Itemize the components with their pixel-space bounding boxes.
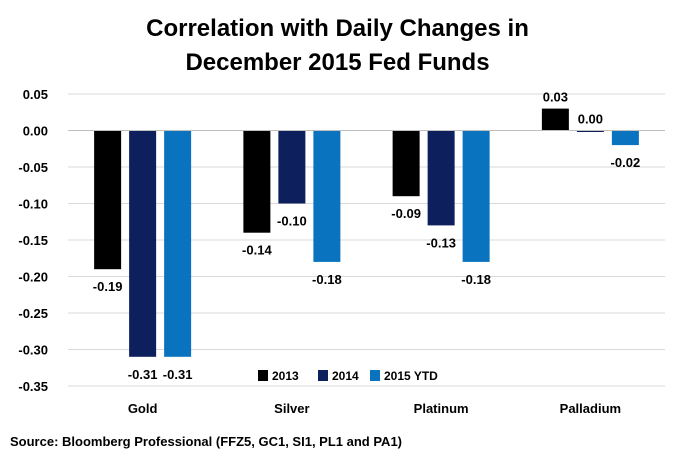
bar [611, 130, 639, 146]
chart-title-line-2: December 2015 Fed Funds [185, 49, 490, 76]
y-tick-label: -0.25 [18, 306, 48, 321]
y-tick-label: 0.00 [23, 124, 48, 139]
legend-label: 2015 YTD [384, 369, 438, 383]
bar [576, 130, 604, 132]
y-tick-label: 0.05 [23, 87, 48, 102]
bar [278, 130, 306, 204]
y-tick-label: -0.30 [18, 343, 48, 358]
x-tick-label: Silver [274, 401, 309, 416]
data-label: -0.13 [426, 235, 456, 250]
y-tick-label: -0.15 [18, 233, 48, 248]
bar-chart: 0.05 0.00 -0.05 -0.10 -0.15 -0.20 -0.25 -0.30 -0… [18, 87, 665, 416]
data-label: -0.18 [461, 272, 491, 287]
chart-title: Correlation with Daily Changes in Decemb… [0, 12, 675, 80]
source-note: Source: Bloomberg Professional (FFZ5, GC… [10, 434, 402, 449]
data-label: 0.00 [578, 112, 603, 127]
bar [462, 130, 490, 262]
bar [243, 130, 271, 233]
bar [541, 108, 569, 131]
legend-label: 2014 [332, 369, 359, 383]
bar [129, 130, 157, 357]
chart-title-line-1: Correlation with Daily Changes in [146, 15, 529, 42]
bar [164, 130, 192, 357]
data-label: -0.18 [312, 272, 342, 287]
data-label: -0.19 [93, 279, 123, 294]
bar [313, 130, 341, 262]
legend-swatch [258, 370, 268, 381]
y-tick-label: -0.05 [18, 160, 48, 175]
legend-swatch [370, 370, 380, 381]
data-label: -0.14 [242, 243, 272, 258]
data-label: 0.03 [543, 90, 568, 105]
data-label: -0.10 [277, 214, 307, 229]
y-tick-label: -0.10 [18, 197, 48, 212]
data-label: -0.09 [391, 206, 421, 221]
x-tick-label: Palladium [560, 401, 621, 416]
x-tick-label: Platinum [414, 401, 469, 416]
bar [392, 130, 420, 197]
y-tick-label: -0.35 [18, 379, 48, 394]
data-label: -0.31 [163, 367, 193, 382]
data-label: -0.31 [128, 367, 158, 382]
legend-label: 2013 [272, 369, 299, 383]
bar [94, 130, 122, 270]
data-label: -0.02 [611, 155, 641, 170]
y-tick-label: -0.20 [18, 270, 48, 285]
x-tick-label: Gold [128, 401, 158, 416]
legend-swatch [318, 370, 328, 381]
bar [427, 130, 455, 226]
